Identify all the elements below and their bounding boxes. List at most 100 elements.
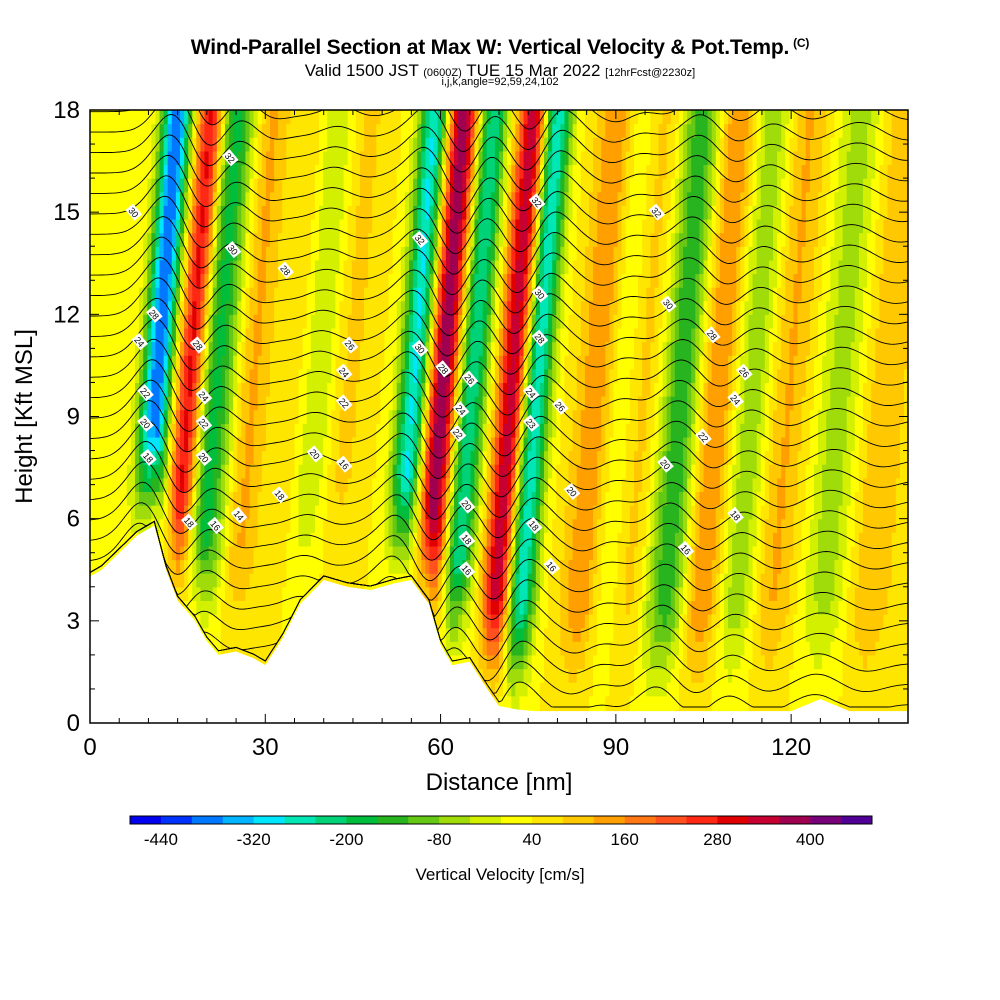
- velocity-cell: [895, 110, 901, 479]
- velocity-cell: [192, 137, 197, 166]
- velocity-cell: [429, 341, 435, 356]
- velocity-cell: [245, 110, 251, 111]
- colorbar-swatch: [531, 816, 564, 824]
- velocity-cell: [470, 205, 476, 220]
- velocity-cell: [474, 273, 480, 397]
- velocity-cell: [441, 273, 447, 302]
- velocity-cell: [175, 218, 181, 234]
- velocity-cell: [699, 314, 705, 356]
- velocity-cell: [539, 259, 545, 288]
- velocity-cell: [417, 178, 422, 206]
- velocity-cell: [474, 123, 480, 138]
- velocity-cell: [437, 164, 443, 193]
- velocity-cell: [310, 110, 316, 220]
- velocity-cell: [490, 259, 496, 288]
- colorbar-swatch: [439, 816, 471, 824]
- velocity-cell: [818, 300, 823, 411]
- contour-label: 20: [458, 496, 476, 514]
- velocity-cell: [732, 668, 737, 723]
- velocity-cell: [494, 382, 500, 411]
- velocity-cell: [507, 491, 512, 506]
- velocity-cell: [229, 259, 234, 315]
- velocity-cell: [445, 545, 451, 561]
- velocity-cell: [568, 314, 574, 452]
- velocity-cell: [265, 110, 271, 152]
- velocity-cell: [208, 518, 214, 547]
- velocity-cell: [593, 573, 598, 656]
- velocity-cell: [499, 464, 504, 574]
- velocity-cell: [719, 137, 725, 179]
- velocity-cell: [200, 205, 206, 234]
- velocity-cell: [196, 123, 202, 152]
- velocity-cell: [519, 150, 525, 179]
- velocity-cell: [441, 300, 447, 315]
- velocity-cell: [204, 327, 210, 356]
- velocity-cell: [126, 110, 132, 465]
- velocity-cell: [572, 123, 578, 166]
- velocity-cell: [752, 150, 758, 206]
- velocity-cell: [155, 450, 161, 465]
- velocity-cell: [556, 300, 561, 329]
- velocity-cell: [184, 110, 189, 111]
- velocity-cell: [196, 110, 202, 111]
- velocity-cell: [220, 164, 226, 179]
- velocity-cell: [531, 273, 537, 288]
- velocity-cell: [474, 436, 480, 465]
- velocity-cell: [216, 477, 222, 520]
- velocity-cell: [715, 627, 721, 723]
- velocity-cell: [858, 341, 864, 438]
- velocity-cell: [310, 314, 316, 533]
- velocity-cell: [773, 205, 778, 288]
- velocity-cell: [417, 450, 422, 465]
- velocity-cell: [732, 300, 737, 356]
- velocity-cell: [515, 505, 521, 520]
- velocity-cell: [548, 368, 553, 397]
- velocity-cell: [462, 614, 467, 642]
- velocity-cell: [196, 423, 202, 438]
- velocity-cell: [458, 259, 463, 288]
- velocity-cell: [499, 573, 504, 601]
- velocity-cell: [482, 110, 488, 125]
- velocity-cell: [425, 355, 431, 384]
- contour-label-text: 30: [661, 297, 675, 311]
- contour-label-bg: [189, 336, 207, 354]
- colorbar-swatch: [562, 816, 595, 824]
- velocity-cell: [535, 341, 541, 438]
- velocity-cell: [519, 491, 525, 506]
- velocity-cell: [654, 287, 660, 384]
- contour-label: 18: [180, 513, 198, 531]
- velocity-cell: [437, 110, 443, 138]
- velocity-cell: [654, 641, 660, 670]
- velocity-cell: [674, 627, 680, 656]
- contour-label: 26: [736, 363, 753, 381]
- velocity-cell: [413, 287, 418, 343]
- velocity-cell: [863, 668, 868, 723]
- velocity-cell: [523, 695, 529, 723]
- velocity-cell: [789, 559, 795, 670]
- velocity-cell: [519, 123, 525, 152]
- velocity-cell: [539, 205, 545, 220]
- velocity-cell: [413, 232, 418, 261]
- velocity-cell: [400, 423, 406, 452]
- contour-label: 20: [137, 414, 154, 432]
- velocity-cell: [404, 477, 410, 493]
- velocity-cell: [466, 218, 471, 234]
- velocity-cell: [507, 545, 512, 561]
- velocity-cell: [543, 110, 549, 125]
- velocity-cell: [580, 668, 586, 723]
- contour-label: 18: [525, 516, 543, 535]
- velocity-cell: [429, 559, 435, 574]
- velocity-cell: [625, 150, 631, 220]
- velocity-cell: [188, 491, 193, 506]
- velocity-cell: [535, 627, 541, 723]
- velocity-cell: [703, 164, 709, 220]
- velocity-cell: [629, 600, 635, 697]
- velocity-cell: [474, 150, 480, 166]
- velocity-cell: [527, 682, 533, 723]
- velocity-cell: [601, 137, 606, 397]
- velocity-cell: [842, 450, 848, 561]
- velocity-cell: [654, 110, 660, 179]
- velocity-cell: [593, 110, 598, 138]
- velocity-cell: [785, 191, 790, 261]
- velocity-cell: [875, 641, 880, 723]
